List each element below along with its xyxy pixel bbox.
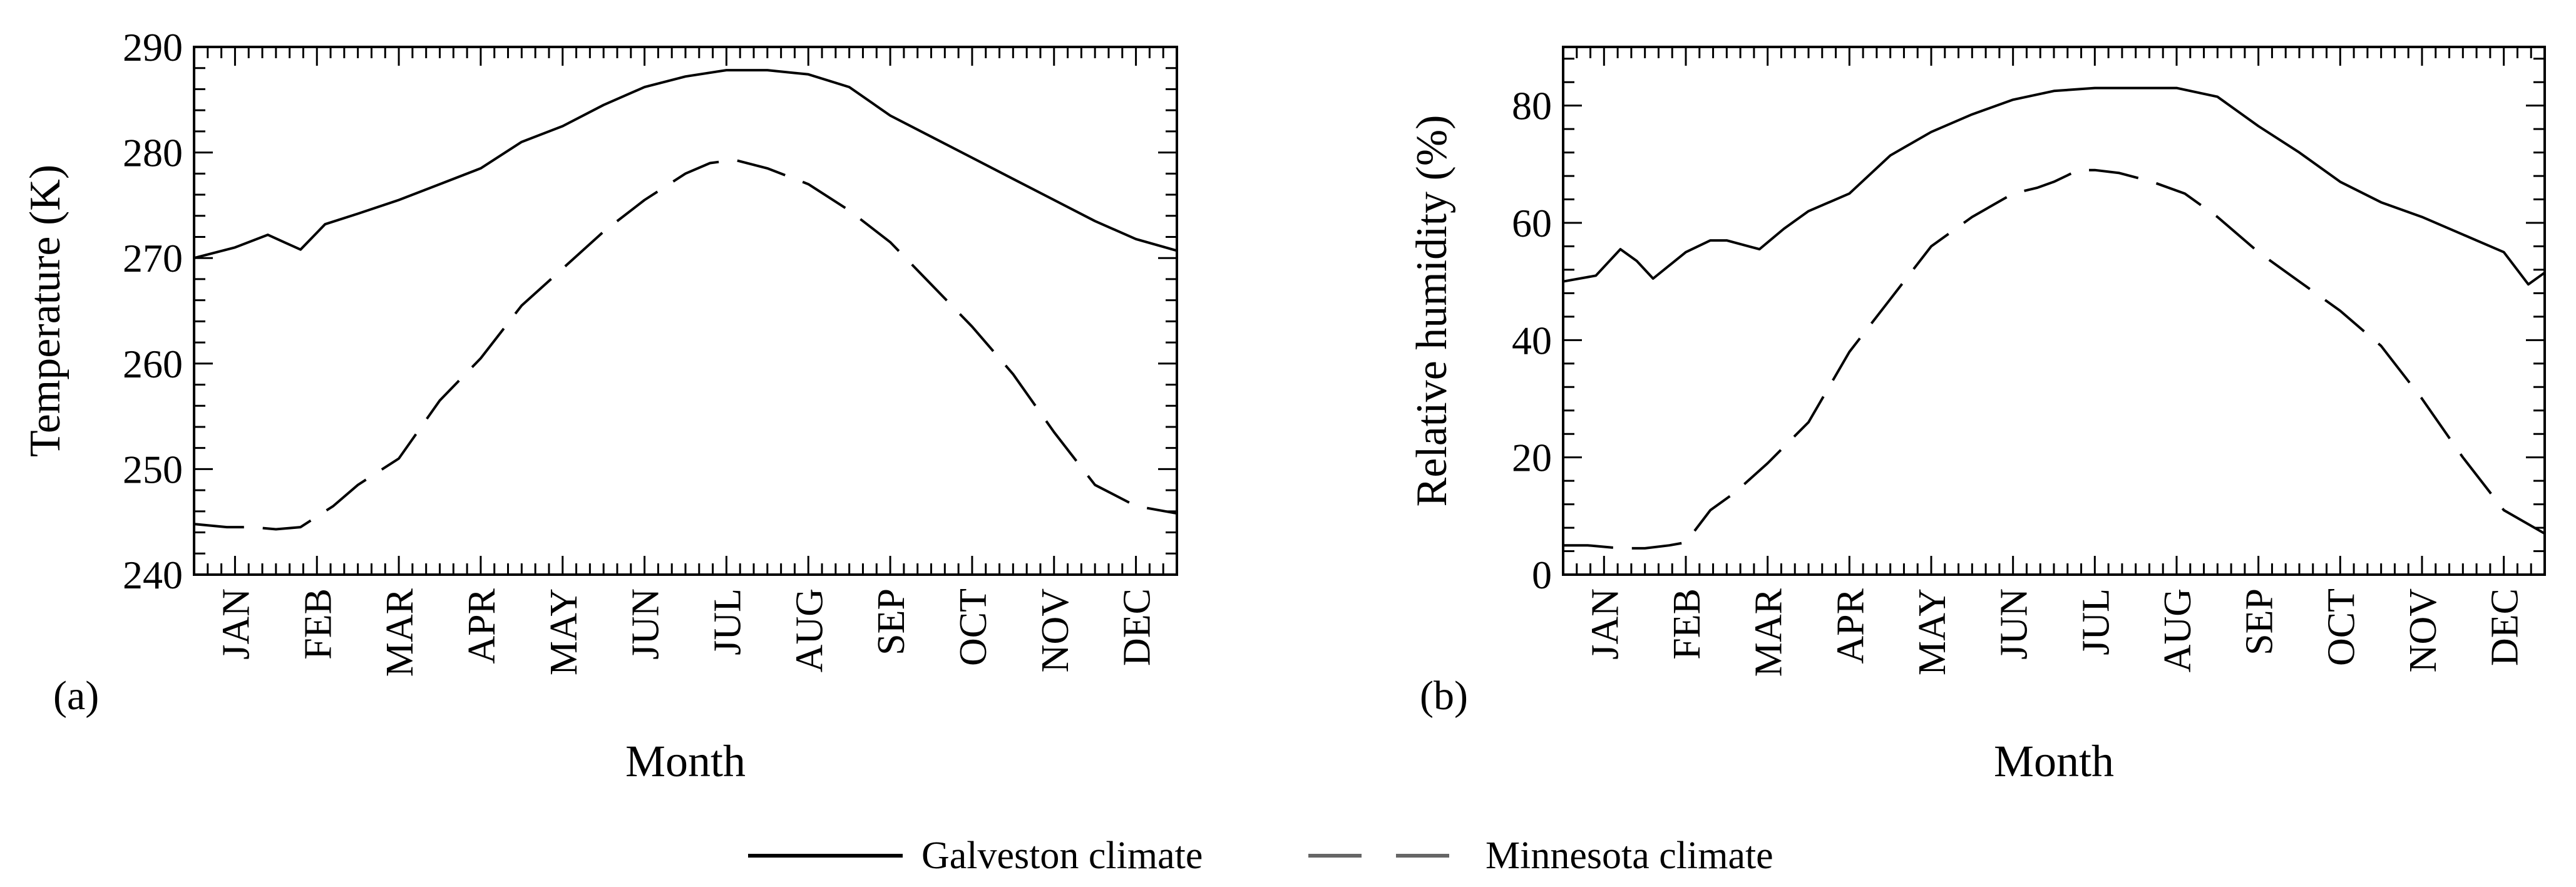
legend-label-galveston: Galveston climate [921,834,1203,877]
x-tick-label: OCT [2320,588,2363,666]
plot-frame [193,46,1178,576]
x-tick-label: OCT [952,588,995,666]
x-axis-label: Month [625,736,746,786]
x-tick-label: MAR [1748,588,1790,677]
x-tick-label: DEC [2484,588,2527,666]
x-tick-label: APR [1829,588,1872,664]
x-tick-label: JUN [1993,588,2036,660]
x-tick-label: AUG [788,588,831,672]
plot-frame [1562,46,2546,576]
legend-label-minnesota: Minnesota climate [1486,834,1773,877]
series-line-galveston-climate [193,69,1178,260]
x-tick-label: JAN [1584,588,1626,660]
y-tick-label: 240 [123,553,183,597]
y-tick-label: 60 [1512,201,1552,245]
x-tick-label: DEC [1116,588,1159,666]
y-tick-label: 40 [1512,318,1552,362]
x-axis-label: Month [1994,736,2114,786]
y-tick-label: 280 [123,131,183,175]
panel-label: (b) [1420,673,1468,719]
x-tick-label: SEP [2239,588,2281,655]
x-tick-label: SEP [870,588,913,655]
y-tick-label: 0 [1532,553,1552,597]
x-tick-label: JUL [2075,588,2117,655]
series-line-minnesota-climate [1563,168,2545,550]
y-tick-label: 290 [123,25,183,69]
y-tick-label: 20 [1512,436,1552,480]
y-tick-label: 260 [123,342,183,386]
x-tick-label: JUL [706,588,749,655]
y-tick-label: 250 [123,447,183,491]
chart-panel-b: JAN FEB MAR APR MAY JUN JUL AUG SEP OCT NOV DEC 0 20 4… [1408,46,2546,786]
x-tick-label: JUN [625,588,667,660]
y-axis-label: Relative humidity (%) [1408,115,1456,507]
series-line-galveston-climate [1563,86,2546,286]
x-tick-label: FEB [297,588,339,660]
legend: Galveston climate Minnesota climate [748,834,1773,877]
x-tick-label: MAY [1911,588,1954,675]
x-tick-label: APR [461,588,503,664]
x-tick-label: MAY [543,588,585,675]
y-axis-label: Temperature (K) [21,165,69,457]
x-tick-label: FEB [1666,588,1708,660]
x-tick-label: MAR [379,588,421,677]
x-tick-label: AUG [2157,588,2199,672]
chart-panel-a: JAN FEB MAR APR MAY JUN JUL AUG SEP OCT NOV DEC 240 2… [21,25,1178,786]
y-tick-label: 80 [1512,84,1552,128]
x-tick-label: NOV [1034,588,1077,673]
y-tick-label: 270 [123,236,183,280]
x-tick-label: JAN [215,588,257,660]
panel-label: (a) [53,673,99,719]
x-tick-label: NOV [2402,588,2445,673]
series-line-minnesota-climate [193,158,1178,531]
